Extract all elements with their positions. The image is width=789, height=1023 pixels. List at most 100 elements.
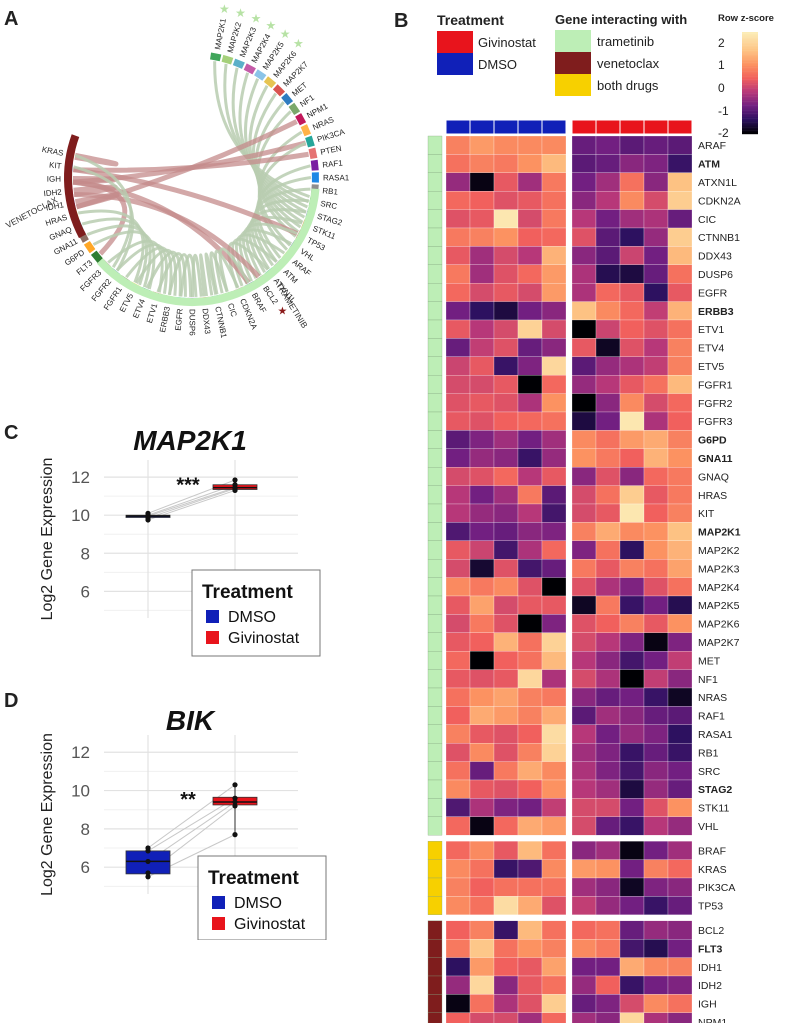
colorbar-segment [742, 67, 758, 70]
heatmap-cell [643, 135, 669, 155]
heatmap-cell [541, 264, 567, 284]
heatmap-cell [469, 975, 495, 995]
heatmap-cell [517, 485, 543, 505]
heatmap-cell [469, 319, 495, 339]
heatmap-cell [541, 779, 567, 799]
row-annotation-cell [427, 994, 443, 1013]
heatmap-cell [595, 1012, 621, 1023]
interaction-chord [204, 252, 218, 296]
legend-swatch [212, 896, 225, 909]
heatmap-cell [667, 798, 693, 817]
heatmap-cell [493, 939, 519, 958]
star-marker: ★ [293, 37, 304, 51]
heatmap-cell [619, 485, 645, 505]
heatmap-cell [493, 595, 519, 615]
heatmap-cell [571, 669, 597, 689]
trametinib-arc [96, 188, 320, 306]
heatmap-cell [469, 301, 495, 321]
row-annotation-cell [427, 920, 443, 940]
heatmap-row-label: FGFR3 [698, 416, 733, 428]
heatmap-cell [445, 154, 471, 173]
heatmap-cell [541, 209, 567, 229]
heatmap-cell [571, 614, 597, 633]
row-annotation-cell [427, 448, 443, 468]
interaction-chord [213, 61, 311, 199]
heatmap-cell [517, 540, 543, 560]
heatmap-cell [571, 283, 597, 302]
heatmap-row-label: ERBB3 [698, 306, 734, 318]
heatmap-cell [667, 338, 693, 357]
heatmap-cell [517, 172, 543, 192]
heatmap-cell [643, 191, 669, 210]
colorbar-segment [742, 128, 758, 131]
heatmap-cell [493, 994, 519, 1013]
heatmap-row-label: ATM [698, 159, 720, 171]
heatmap-cell [445, 448, 471, 468]
heatmap-cell [643, 957, 669, 977]
heatmap-cell [643, 743, 669, 762]
heatmap-cell [469, 430, 495, 449]
heatmap-cell [541, 467, 567, 486]
heatmap-cell [571, 522, 597, 541]
heatmap-cell [571, 448, 597, 468]
data-point [232, 795, 238, 801]
heatmap-cell [595, 522, 621, 541]
heatmap-cell [619, 356, 645, 376]
heatmap-cell [517, 614, 543, 633]
gene-legend-title: Gene interacting with [555, 12, 688, 27]
heatmap-cell [541, 761, 567, 781]
star-marker: ★ [277, 306, 287, 318]
data-point [232, 832, 238, 838]
heatmap-cell [541, 841, 567, 860]
heatmap-cell [667, 743, 693, 762]
heatmap-cell [595, 939, 621, 958]
colorbar-segment [742, 89, 758, 92]
row-annotation-cell [427, 209, 443, 229]
heatmap-cell [667, 448, 693, 468]
heatmap-cell [445, 393, 471, 413]
heatmap-cell [595, 264, 621, 284]
heatmap-cell [469, 816, 495, 836]
heatmap-cell [517, 522, 543, 541]
heatmap-cell [445, 798, 471, 817]
gene-label: RAF1 [322, 158, 344, 169]
heatmap-cell [469, 338, 495, 357]
heatmap-cell [517, 467, 543, 486]
colorbar-segment [742, 57, 758, 60]
heatmap-cell [493, 522, 519, 541]
data-point [232, 799, 238, 805]
heatmap-cell [469, 798, 495, 817]
heatmap-cell [541, 301, 567, 321]
heatmap-cell [571, 264, 597, 284]
row-annotation-cell [427, 154, 443, 173]
colorbar-segment [742, 38, 758, 41]
heatmap-cell [619, 957, 645, 977]
heatmap-cell [595, 393, 621, 413]
chart-title: MAP2K1 [133, 425, 247, 456]
heatmap-cell [469, 227, 495, 247]
interaction-chord [214, 249, 240, 294]
heatmap-cell [667, 939, 693, 958]
heatmap-cell [541, 816, 567, 836]
heatmap-cell [469, 191, 495, 210]
heatmap-cell [493, 209, 519, 229]
heatmap-cell [445, 595, 471, 615]
legend-item-givinostat: Givinostat [437, 31, 536, 53]
gene-sector [254, 69, 267, 81]
colorbar-tick-label: 1 [718, 58, 725, 72]
panel-label-b: B [394, 10, 409, 32]
heatmap-row-label: KRAS [698, 864, 727, 876]
gene-sector [232, 58, 245, 69]
heatmap-cell [493, 246, 519, 265]
heatmap-cell [571, 939, 597, 958]
circos-plot: MAP2K1MAP2K2MAP2K3MAP2K4MAP2K5MAP2K6MAP2… [4, 2, 350, 339]
heatmap-cell [469, 393, 495, 413]
legend-item-trametinib: trametinib [555, 30, 687, 52]
heatmap-cell [643, 816, 669, 836]
heatmap-cell [517, 994, 543, 1013]
heatmap-row-label: IGH [698, 999, 717, 1011]
legend-label: Givinostat [234, 916, 306, 933]
heatmap-cell [541, 338, 567, 357]
heatmap-cell [445, 264, 471, 284]
row-annotation-cell [427, 816, 443, 836]
